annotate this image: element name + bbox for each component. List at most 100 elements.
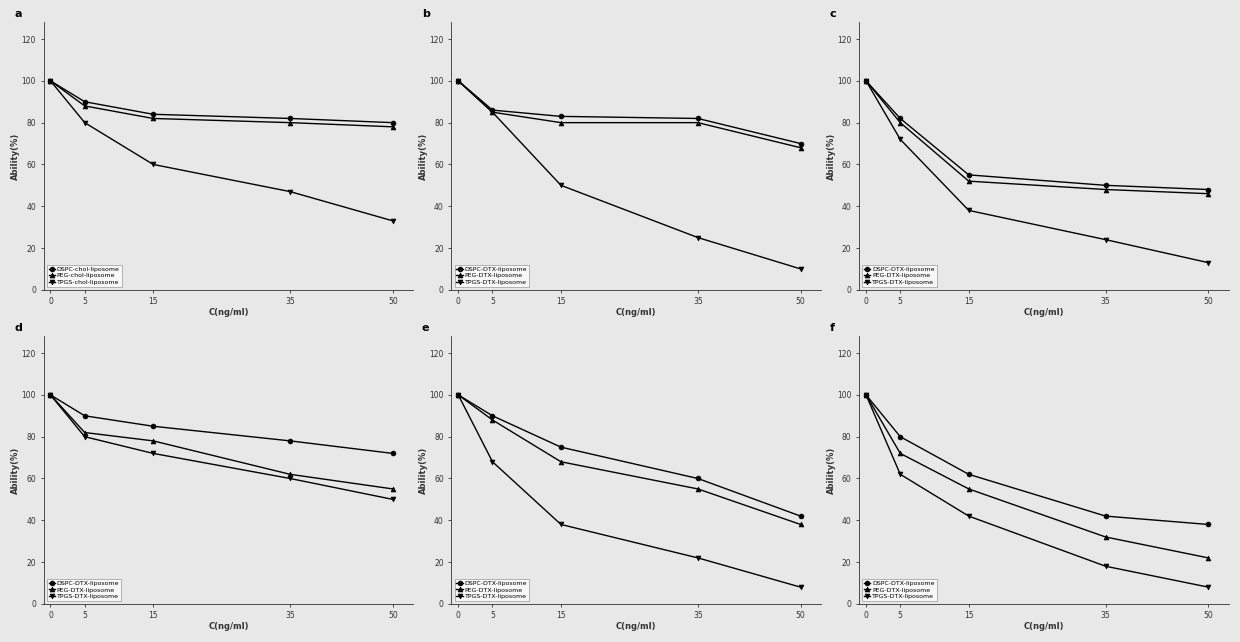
Line: PEG-chol-liposome: PEG-chol-liposome — [48, 78, 396, 129]
Legend: DSPC-DTX-liposome, PEG-DTX-liposome, TPGS-DTX-liposome: DSPC-DTX-liposome, PEG-DTX-liposome, TPG… — [862, 579, 936, 601]
TPGS-DTX-liposome — [1099, 562, 1114, 570]
PEG-DTX-liposome — [451, 391, 466, 399]
Text: e: e — [422, 323, 429, 333]
Line: DSPC-chol-liposome: DSPC-chol-liposome — [48, 78, 396, 125]
TPGS-chol-liposome — [283, 187, 298, 195]
PEG-DTX-liposome — [553, 458, 568, 465]
TPGS-chol-liposome — [43, 77, 58, 85]
PEG-DTX-liposome — [283, 471, 298, 478]
Y-axis label: Ability(%): Ability(%) — [827, 132, 836, 180]
PEG-DTX-liposome — [77, 429, 92, 437]
DSPC-DTX-liposome — [451, 391, 466, 399]
Line: PEG-DTX-liposome: PEG-DTX-liposome — [48, 392, 396, 491]
Text: d: d — [14, 323, 22, 333]
DSPC-DTX-liposome — [1200, 186, 1215, 193]
DSPC-DTX-liposome — [77, 412, 92, 420]
DSPC-DTX-liposome — [893, 433, 908, 440]
Line: DSPC-DTX-liposome: DSPC-DTX-liposome — [456, 78, 804, 146]
PEG-DTX-liposome — [691, 485, 706, 493]
PEG-DTX-liposome — [961, 177, 976, 185]
DSPC-chol-liposome — [43, 77, 58, 85]
X-axis label: C(ng/ml): C(ng/ml) — [208, 622, 249, 631]
DSPC-DTX-liposome — [553, 443, 568, 451]
Legend: DSPC-chol-liposome, PEG-chol-liposome, TPGS-chol-liposome: DSPC-chol-liposome, PEG-chol-liposome, T… — [47, 265, 122, 287]
Legend: DSPC-DTX-liposome, PEG-DTX-liposome, TPGS-DTX-liposome: DSPC-DTX-liposome, PEG-DTX-liposome, TPG… — [455, 579, 529, 601]
DSPC-DTX-liposome — [485, 107, 500, 114]
DSPC-DTX-liposome — [961, 471, 976, 478]
PEG-DTX-liposome — [451, 77, 466, 85]
Line: TPGS-DTX-liposome: TPGS-DTX-liposome — [863, 392, 1210, 589]
Line: TPGS-DTX-liposome: TPGS-DTX-liposome — [456, 78, 804, 272]
DSPC-DTX-liposome — [146, 422, 161, 430]
Text: c: c — [830, 9, 836, 19]
TPGS-chol-liposome — [146, 160, 161, 168]
PEG-chol-liposome — [386, 123, 401, 131]
Text: a: a — [14, 9, 21, 19]
PEG-DTX-liposome — [386, 485, 401, 493]
Line: DSPC-DTX-liposome: DSPC-DTX-liposome — [863, 78, 1210, 192]
Y-axis label: Ability(%): Ability(%) — [419, 446, 428, 494]
Text: b: b — [422, 9, 430, 19]
DSPC-chol-liposome — [283, 115, 298, 123]
PEG-DTX-liposome — [1099, 533, 1114, 541]
Line: DSPC-DTX-liposome: DSPC-DTX-liposome — [456, 392, 804, 519]
Legend: DSPC-DTX-liposome, PEG-DTX-liposome, TPGS-DTX-liposome: DSPC-DTX-liposome, PEG-DTX-liposome, TPG… — [455, 265, 529, 287]
DSPC-chol-liposome — [146, 110, 161, 118]
TPGS-DTX-liposome — [451, 391, 466, 399]
DSPC-DTX-liposome — [485, 412, 500, 420]
PEG-chol-liposome — [43, 77, 58, 85]
Line: TPGS-DTX-liposome: TPGS-DTX-liposome — [48, 392, 396, 502]
X-axis label: C(ng/ml): C(ng/ml) — [208, 308, 249, 317]
DSPC-DTX-liposome — [893, 115, 908, 123]
Line: DSPC-DTX-liposome: DSPC-DTX-liposome — [48, 392, 396, 456]
Line: PEG-DTX-liposome: PEG-DTX-liposome — [456, 78, 804, 150]
DSPC-DTX-liposome — [691, 115, 706, 123]
X-axis label: C(ng/ml): C(ng/ml) — [1024, 622, 1064, 631]
TPGS-chol-liposome — [386, 217, 401, 225]
TPGS-DTX-liposome — [794, 584, 808, 591]
PEG-DTX-liposome — [893, 119, 908, 126]
Line: TPGS-DTX-liposome: TPGS-DTX-liposome — [456, 392, 804, 589]
DSPC-DTX-liposome — [451, 77, 466, 85]
DSPC-DTX-liposome — [1099, 512, 1114, 520]
X-axis label: C(ng/ml): C(ng/ml) — [616, 622, 656, 631]
TPGS-DTX-liposome — [691, 554, 706, 562]
PEG-DTX-liposome — [553, 119, 568, 126]
TPGS-DTX-liposome — [553, 521, 568, 528]
X-axis label: C(ng/ml): C(ng/ml) — [1024, 308, 1064, 317]
Line: DSPC-DTX-liposome: DSPC-DTX-liposome — [863, 392, 1210, 527]
TPGS-DTX-liposome — [691, 234, 706, 241]
X-axis label: C(ng/ml): C(ng/ml) — [616, 308, 656, 317]
Y-axis label: Ability(%): Ability(%) — [11, 132, 20, 180]
DSPC-DTX-liposome — [794, 512, 808, 520]
PEG-DTX-liposome — [794, 521, 808, 528]
PEG-DTX-liposome — [858, 77, 873, 85]
TPGS-chol-liposome — [77, 119, 92, 126]
PEG-DTX-liposome — [858, 391, 873, 399]
Line: TPGS-DTX-liposome: TPGS-DTX-liposome — [863, 78, 1210, 265]
TPGS-DTX-liposome — [858, 77, 873, 85]
Line: PEG-DTX-liposome: PEG-DTX-liposome — [863, 78, 1210, 196]
TPGS-DTX-liposome — [146, 449, 161, 457]
DSPC-chol-liposome — [386, 119, 401, 126]
Text: f: f — [830, 323, 835, 333]
PEG-DTX-liposome — [1200, 554, 1215, 562]
DSPC-DTX-liposome — [961, 171, 976, 178]
TPGS-DTX-liposome — [893, 135, 908, 143]
TPGS-DTX-liposome — [77, 433, 92, 440]
TPGS-DTX-liposome — [794, 265, 808, 273]
Legend: DSPC-DTX-liposome, PEG-DTX-liposome, TPGS-DTX-liposome: DSPC-DTX-liposome, PEG-DTX-liposome, TPG… — [47, 579, 122, 601]
PEG-chol-liposome — [146, 115, 161, 123]
PEG-DTX-liposome — [146, 437, 161, 445]
DSPC-DTX-liposome — [858, 391, 873, 399]
PEG-DTX-liposome — [485, 108, 500, 116]
DSPC-DTX-liposome — [1200, 521, 1215, 528]
Legend: DSPC-DTX-liposome, PEG-DTX-liposome, TPGS-DTX-liposome: DSPC-DTX-liposome, PEG-DTX-liposome, TPG… — [862, 265, 936, 287]
PEG-DTX-liposome — [961, 485, 976, 493]
PEG-DTX-liposome — [691, 119, 706, 126]
TPGS-DTX-liposome — [893, 471, 908, 478]
PEG-DTX-liposome — [794, 144, 808, 152]
TPGS-DTX-liposome — [451, 77, 466, 85]
PEG-DTX-liposome — [1099, 186, 1114, 193]
TPGS-DTX-liposome — [553, 182, 568, 189]
